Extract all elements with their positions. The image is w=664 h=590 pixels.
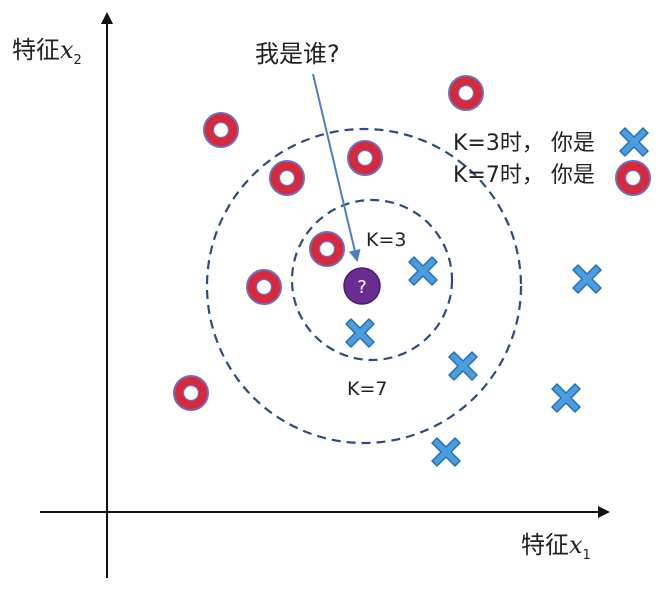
question-label: 我是谁? xyxy=(255,40,340,68)
y-axis-label: 特征x2 xyxy=(12,36,82,68)
blue-cross-icon xyxy=(345,318,375,348)
k7-label: K=7 xyxy=(347,378,387,400)
k7-neighborhood-circle xyxy=(205,127,523,445)
answer-k3-label: K=3时， 你是 xyxy=(453,131,595,156)
blue-cross-icon xyxy=(408,256,438,286)
red-ring-icon xyxy=(615,160,651,196)
answer-k7-label: K=7时， 你是 xyxy=(453,163,595,188)
k3-neighborhood-circle xyxy=(290,198,454,362)
question-arrow xyxy=(312,73,361,262)
red-ring-icon xyxy=(203,112,239,148)
blue-cross-icon xyxy=(619,127,649,157)
question-mark: ? xyxy=(357,277,367,298)
blue-cross-icon xyxy=(431,437,461,467)
red-ring-icon xyxy=(173,375,209,411)
unknown-sample: ? xyxy=(343,267,381,305)
red-ring-icon xyxy=(448,75,484,111)
blue-cross-icon xyxy=(572,264,602,294)
x-axis-label: 特征x1 xyxy=(521,531,591,563)
red-ring-icon xyxy=(347,140,383,176)
blue-cross-icon xyxy=(551,383,581,413)
red-ring-icon xyxy=(309,231,345,267)
red-ring-icon xyxy=(246,269,282,305)
red-ring-icon xyxy=(269,160,305,196)
k3-label: K=3 xyxy=(366,229,406,251)
blue-cross-icon xyxy=(448,351,478,381)
